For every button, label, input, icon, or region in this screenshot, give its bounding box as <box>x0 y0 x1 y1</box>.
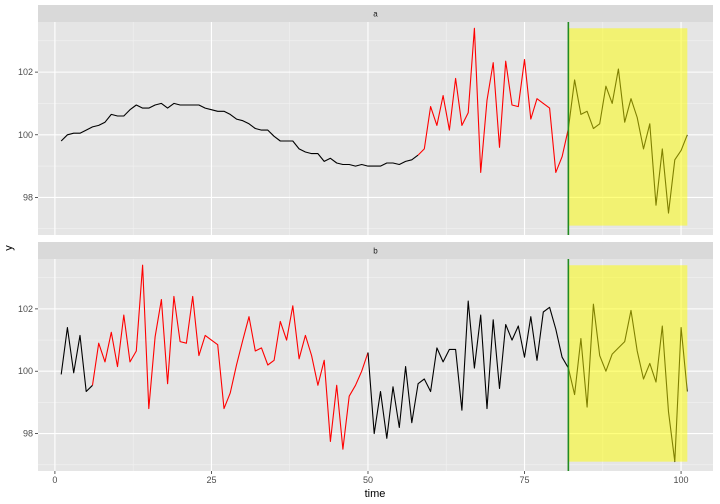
x-axis-title: time <box>365 488 386 500</box>
y-tick-label: 100 <box>18 366 33 376</box>
y-tick-label: 102 <box>18 304 33 314</box>
x-tick-label: 75 <box>520 475 530 485</box>
strip-bg <box>38 5 713 22</box>
y-tick-label: 98 <box>23 192 33 202</box>
x-tick-label: 0 <box>52 475 57 485</box>
x-tick-label: 100 <box>674 475 689 485</box>
series-line-black <box>367 300 569 439</box>
series-line-red <box>417 27 569 173</box>
y-tick-label: 102 <box>18 67 33 77</box>
y-tick-label: 98 <box>23 429 33 439</box>
series-line-red <box>91 264 369 450</box>
strip-bg <box>38 242 713 259</box>
panel-a: a 98 100 102 <box>18 5 713 235</box>
forecast-highlight <box>568 265 688 462</box>
y-tick-label: 100 <box>18 130 33 140</box>
x-tick-label: 50 <box>363 475 373 485</box>
forecast-highlight <box>568 28 688 226</box>
strip-label: a <box>373 10 378 19</box>
series-line-black <box>60 102 419 167</box>
x-tick-label: 25 <box>206 475 216 485</box>
series-line-black <box>60 327 93 393</box>
strip-label: b <box>373 247 378 256</box>
panel-b: b 98 100 102 <box>18 242 713 471</box>
y-axis-title: y <box>3 245 15 251</box>
